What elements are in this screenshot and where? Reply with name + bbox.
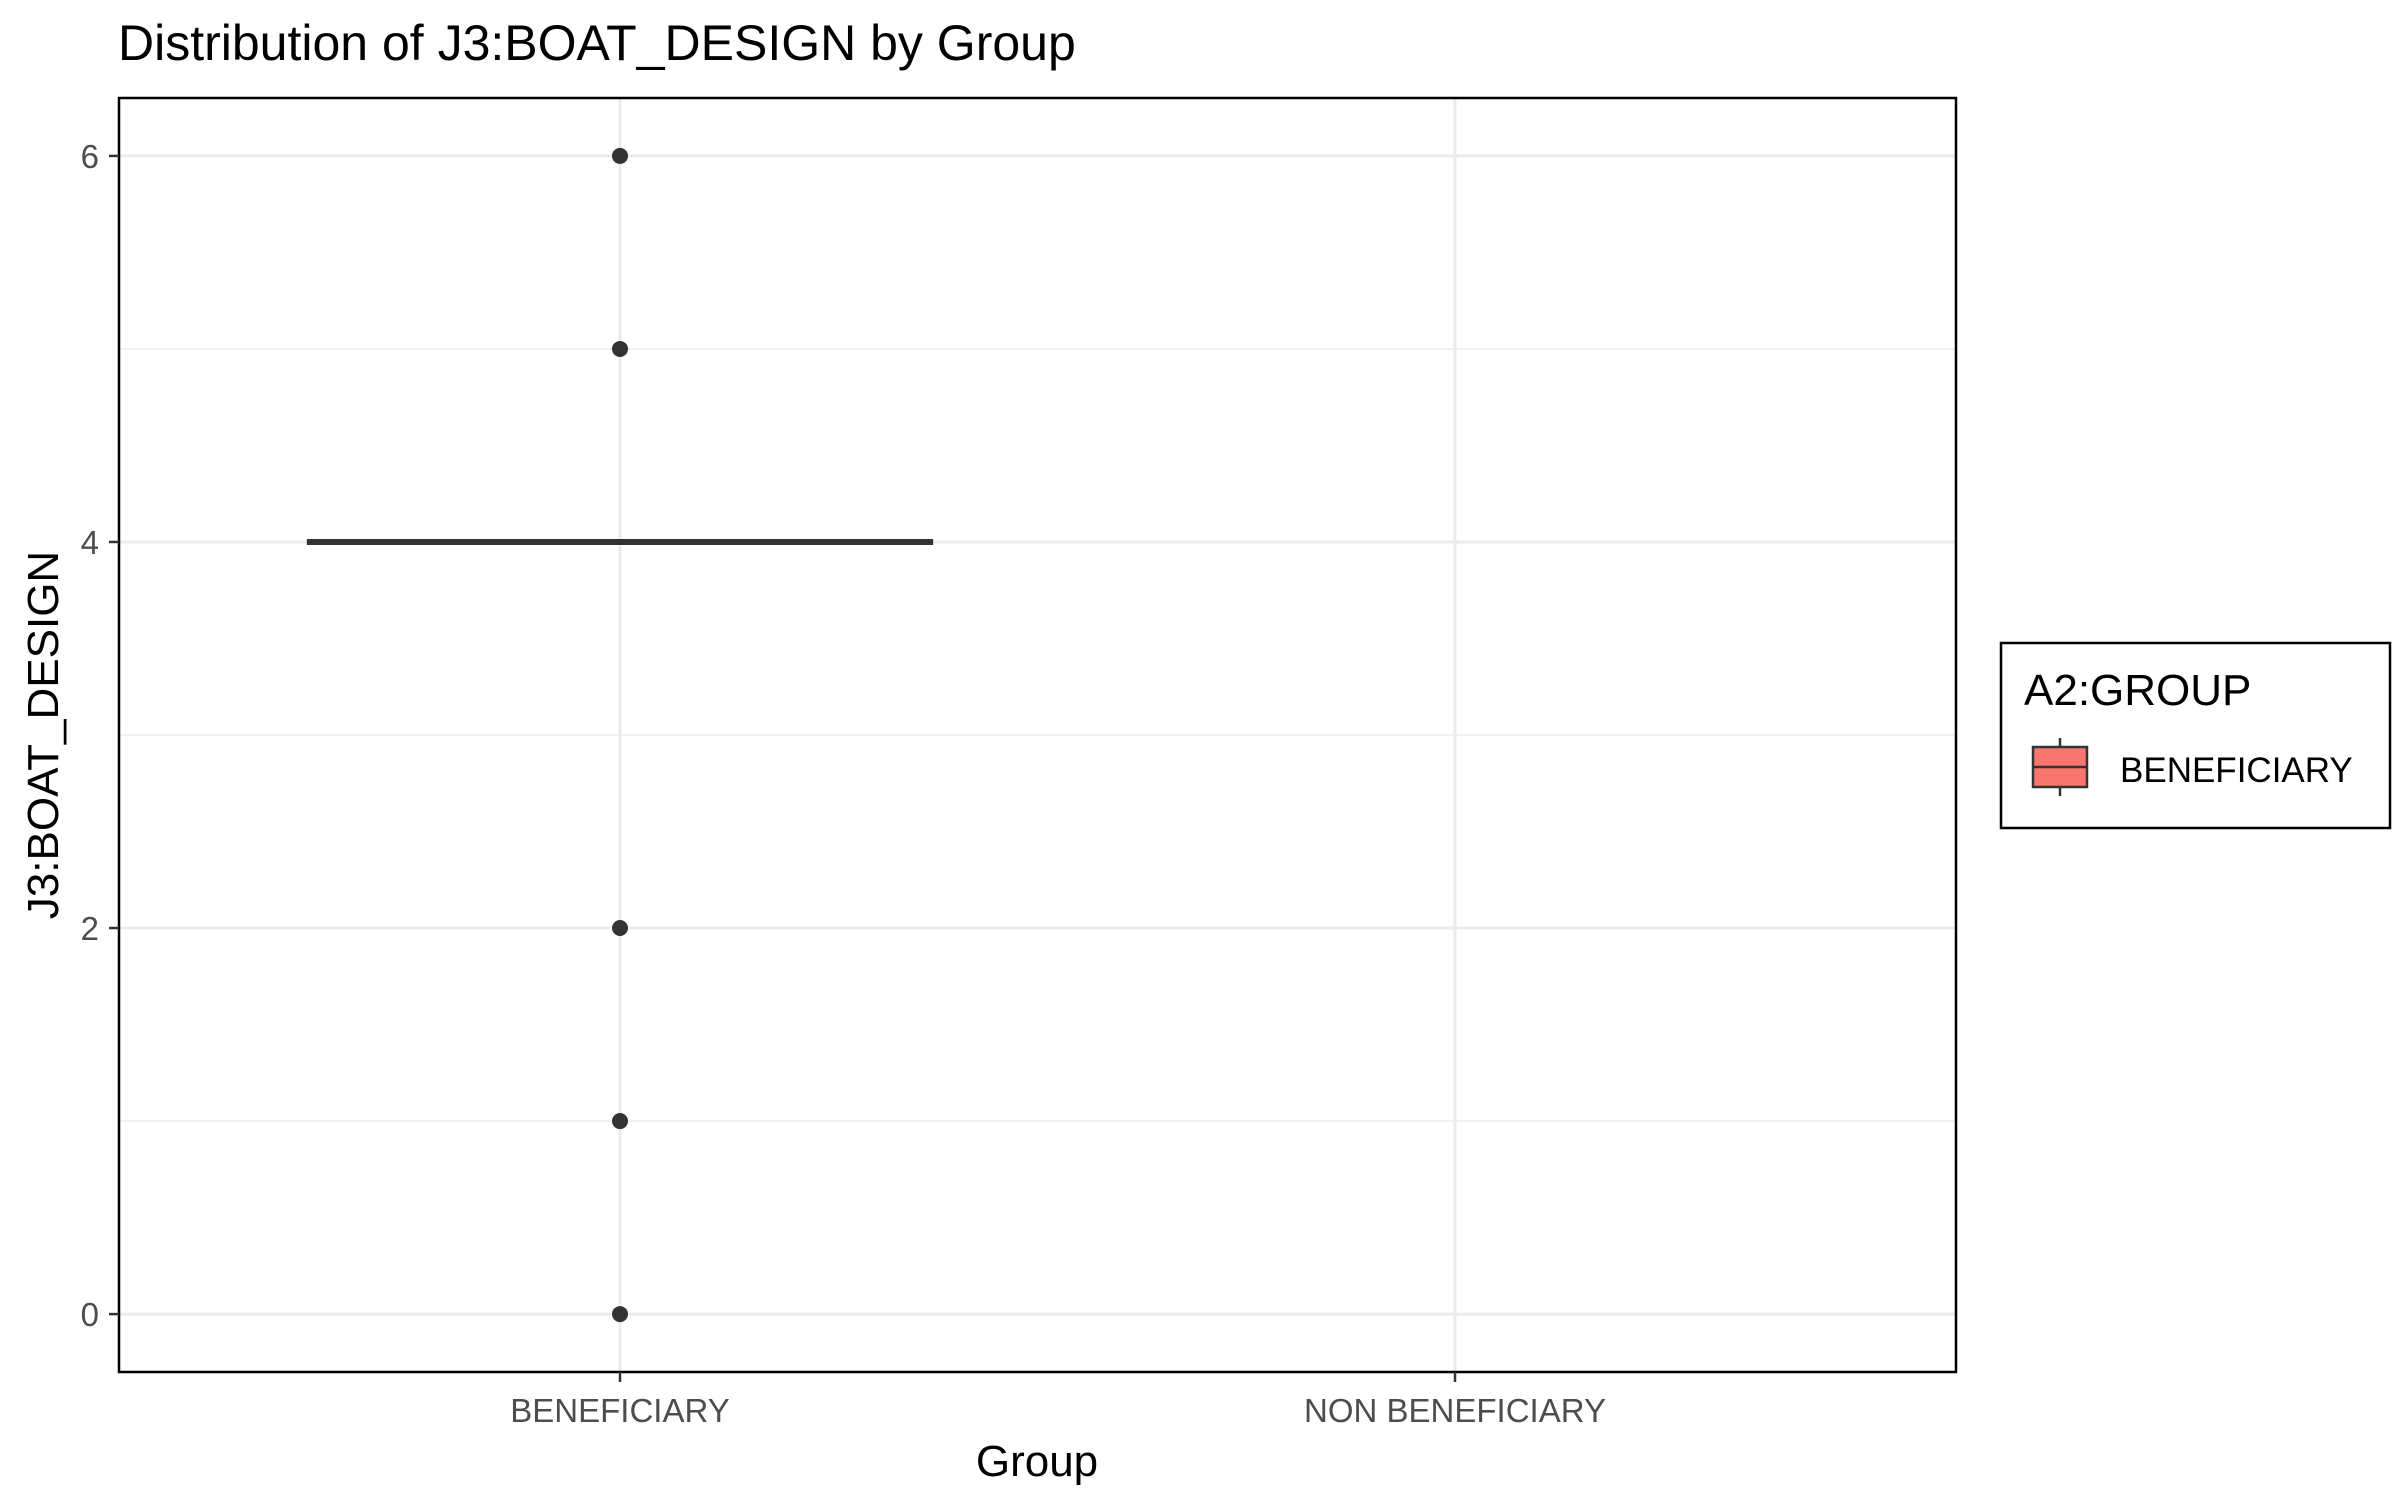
- outlier-point: [612, 920, 628, 937]
- y-tick-label: 2: [81, 910, 99, 947]
- legend: A2:GROUP BENEFICIARY: [1999, 641, 2392, 830]
- x-axis-ticks: BENEFICIARY NON BENEFICIARY: [510, 1372, 1606, 1429]
- y-axis-title: J3:BOAT_DESIGN: [19, 551, 68, 919]
- outlier-point: [612, 147, 628, 164]
- y-tick-label: 4: [81, 524, 99, 561]
- x-tick-label: BENEFICIARY: [510, 1392, 729, 1429]
- legend-box: [1999, 641, 2392, 830]
- y-axis-ticks: 0 2 4 6: [81, 138, 119, 1333]
- x-tick-label: NON BENEFICIARY: [1304, 1392, 1606, 1429]
- grid-lines: [119, 98, 1956, 1372]
- plot-marks: [306, 147, 934, 1323]
- legend-label-beneficiary: BENEFICIARY: [2120, 751, 2353, 790]
- panel-border: [117, 96, 1958, 1374]
- chart-title: Distribution of J3:BOAT_DESIGN by Group: [118, 15, 1076, 71]
- y-tick-label: 6: [81, 138, 99, 175]
- legend-key-beneficiary: [2031, 738, 2089, 796]
- outlier-point: [612, 1306, 628, 1323]
- y-tick-label: 0: [81, 1296, 99, 1333]
- x-axis-title: Group: [976, 1437, 1098, 1486]
- legend-title: A2:GROUP: [2024, 666, 2251, 715]
- outlier-point: [612, 1113, 628, 1130]
- outlier-point: [612, 340, 628, 357]
